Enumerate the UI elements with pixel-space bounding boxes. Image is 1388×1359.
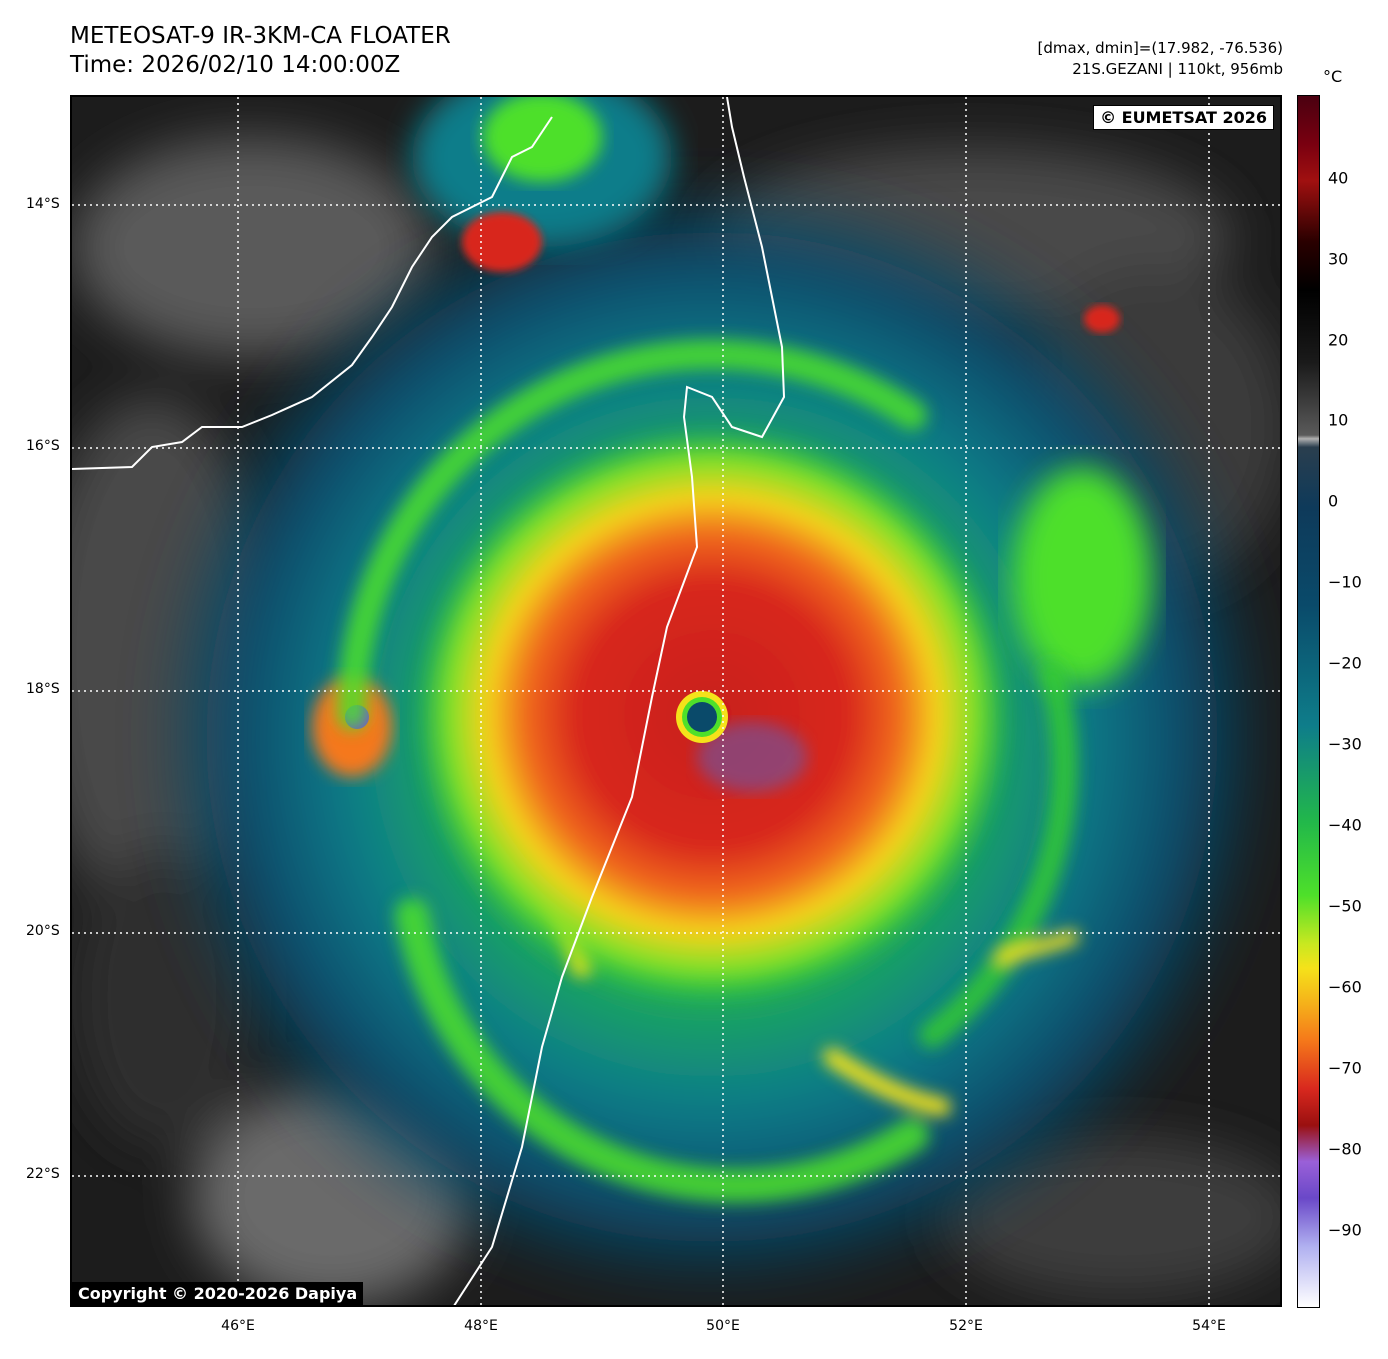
colorbar-label: −40 (1328, 815, 1362, 835)
lon-label-52e: 52°E (949, 1318, 983, 1334)
cold-cloud-tops (697, 722, 807, 792)
eumetsat-copyright: © EUMETSAT 2026 (1093, 105, 1274, 130)
satellite-map[interactable]: © EUMETSAT 2026 Copyright © 2020-2026 Da… (70, 95, 1282, 1307)
title-line-2: Time: 2026/02/10 14:00:00Z (70, 52, 401, 78)
coastline-east (453, 97, 786, 1305)
temperature-colorbar (1297, 95, 1320, 1308)
title-line-1: METEOSAT-9 IR-3KM-CA FLOATER (70, 23, 451, 49)
storm-info-text: 21S.GEZANI | 110kt, 956mb (1072, 60, 1283, 78)
lon-label-54e: 54°E (1192, 1318, 1226, 1334)
colorbar-unit: °C (1323, 67, 1343, 86)
colorbar-label: 0 (1328, 491, 1339, 511)
map-title: METEOSAT-9 IR-3KM-CA FLOATER Time: 2026/… (70, 22, 451, 80)
lat-label-22s: 22°S (26, 1166, 60, 1182)
lon-label-46e: 46°E (221, 1318, 255, 1334)
storm-eye (676, 691, 728, 743)
colorbar-label: 30 (1328, 249, 1349, 269)
colorbar-label: −50 (1328, 896, 1362, 916)
dapiya-credit: Copyright © 2020-2026 Dapiya (72, 1282, 364, 1305)
lat-label-16s: 16°S (26, 438, 60, 454)
dmax-dmin-text: [dmax, dmin]=(17.982, -76.536) (1037, 39, 1283, 57)
storm-meta: [dmax, dmin]=(17.982, -76.536) 21S.GEZAN… (1038, 38, 1283, 80)
lon-label-50e: 50°E (706, 1318, 740, 1334)
colorbar-label: 40 (1328, 168, 1349, 188)
colorbar-label: −30 (1328, 734, 1362, 754)
colorbar-label: 10 (1328, 410, 1349, 430)
coastline-north (72, 116, 553, 470)
colorbar-label: −10 (1328, 572, 1362, 592)
colorbar-label: 20 (1328, 330, 1349, 350)
colorbar-label: −20 (1328, 653, 1362, 673)
lat-label-14s: 14°S (26, 196, 60, 212)
lon-label-48e: 48°E (464, 1318, 498, 1334)
ir-imagery (72, 97, 1280, 1305)
colorbar-label: −70 (1328, 1058, 1362, 1078)
colorbar-label: −80 (1328, 1139, 1362, 1159)
graticule (72, 97, 1280, 1305)
colorbar-label: −60 (1328, 977, 1362, 997)
colorbar-label: −90 (1328, 1220, 1362, 1240)
lat-label-18s: 18°S (26, 681, 60, 697)
lat-label-20s: 20°S (26, 923, 60, 939)
